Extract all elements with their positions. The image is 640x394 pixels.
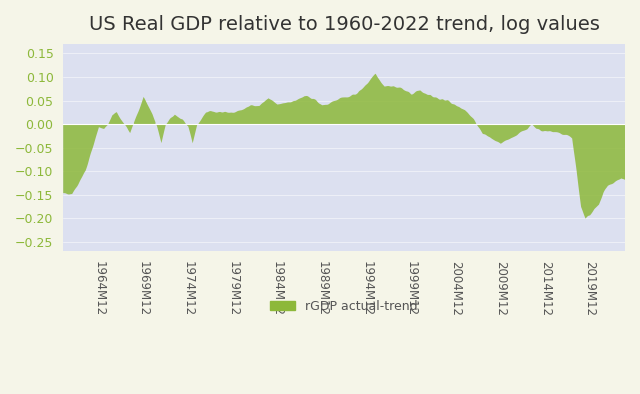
Title: US Real GDP relative to 1960-2022 trend, log values: US Real GDP relative to 1960-2022 trend,… [89,15,600,34]
Legend: rGDP actual-trend: rGDP actual-trend [266,295,423,318]
